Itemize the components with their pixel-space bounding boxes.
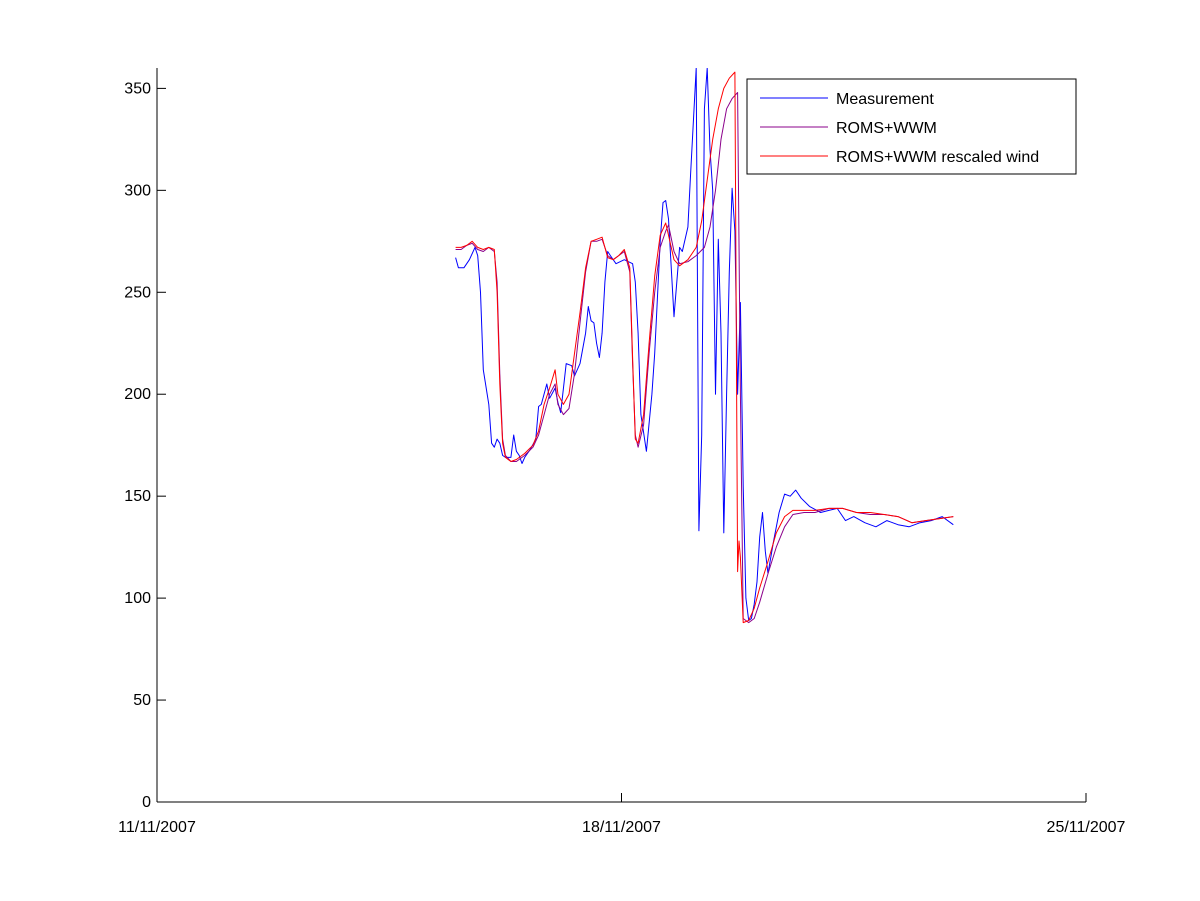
y-tick-label: 300 [124, 182, 151, 199]
series-line-measurement [455, 68, 954, 621]
y-tick-label: 250 [124, 284, 151, 301]
y-tick-label: 0 [142, 794, 151, 811]
x-tick-label: 25/11/2007 [1047, 819, 1126, 836]
series-line-roms-wwm-rescaled-wind [455, 71, 954, 624]
legend-label: ROMS+WWM rescaled wind [836, 149, 1039, 166]
series-layer [455, 68, 954, 624]
y-tick-label: 150 [124, 488, 151, 505]
legend-label: ROMS+WWM [836, 120, 937, 137]
y-tick-label: 200 [124, 386, 151, 403]
y-tick-label: 100 [124, 590, 151, 607]
y-tick-label: 350 [124, 80, 151, 97]
legend-label: Measurement [836, 91, 934, 108]
x-tick-label: 18/11/2007 [582, 819, 661, 836]
series-line-roms-wwm [455, 92, 954, 624]
x-tick-label: 11/11/2007 [118, 819, 196, 836]
y-tick-label: 50 [133, 692, 151, 709]
legend: Measurement ROMS+WWM ROMS+WWM rescaled win… [746, 78, 1077, 175]
axes-layer: 0 50 100 150 200 250 300 350 11/11/2007 18/11/200… [118, 68, 1126, 836]
